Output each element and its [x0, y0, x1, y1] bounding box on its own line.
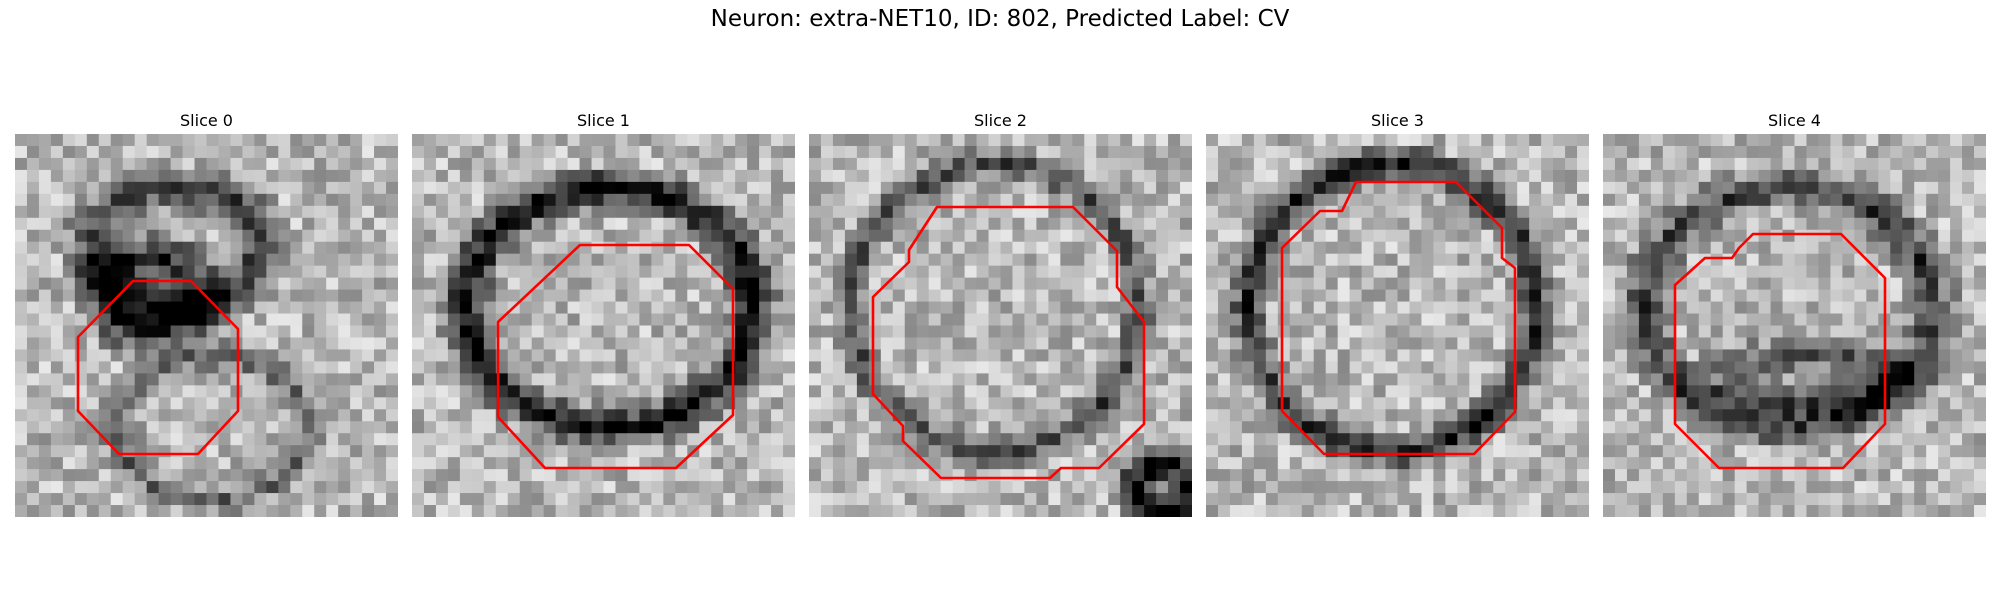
slice-title: Slice 4	[1768, 111, 1821, 130]
slice-pixels	[809, 134, 1192, 517]
figure-title: Neuron: extra-NET10, ID: 802, Predicted …	[710, 6, 1290, 32]
slice-panel-0: Slice 0	[15, 110, 398, 517]
slice-title: Slice 1	[577, 111, 630, 130]
slice-image	[1603, 134, 1986, 517]
slice-image	[1206, 134, 1589, 517]
roi-contour	[76, 279, 240, 456]
slice-title: Slice 0	[180, 111, 233, 130]
slice-pixels	[1206, 134, 1589, 517]
slice-title: Slice 2	[974, 111, 1027, 130]
slice-image	[412, 134, 795, 517]
slice-pixels	[1603, 134, 1986, 517]
roi-contour	[1280, 180, 1517, 456]
roi-contour	[1673, 232, 1887, 470]
roi-contour	[496, 243, 735, 470]
slice-image	[15, 134, 398, 517]
slice-image	[809, 134, 1192, 517]
slice-pixels	[412, 134, 795, 517]
slice-panel-1: Slice 1	[412, 110, 795, 517]
slice-title: Slice 3	[1371, 111, 1424, 130]
slice-panel-3: Slice 3	[1206, 110, 1589, 517]
slice-panel-4: Slice 4	[1603, 110, 1986, 517]
slice-pixels	[15, 134, 398, 517]
roi-contour	[871, 205, 1146, 480]
slice-panel-2: Slice 2	[809, 110, 1192, 517]
